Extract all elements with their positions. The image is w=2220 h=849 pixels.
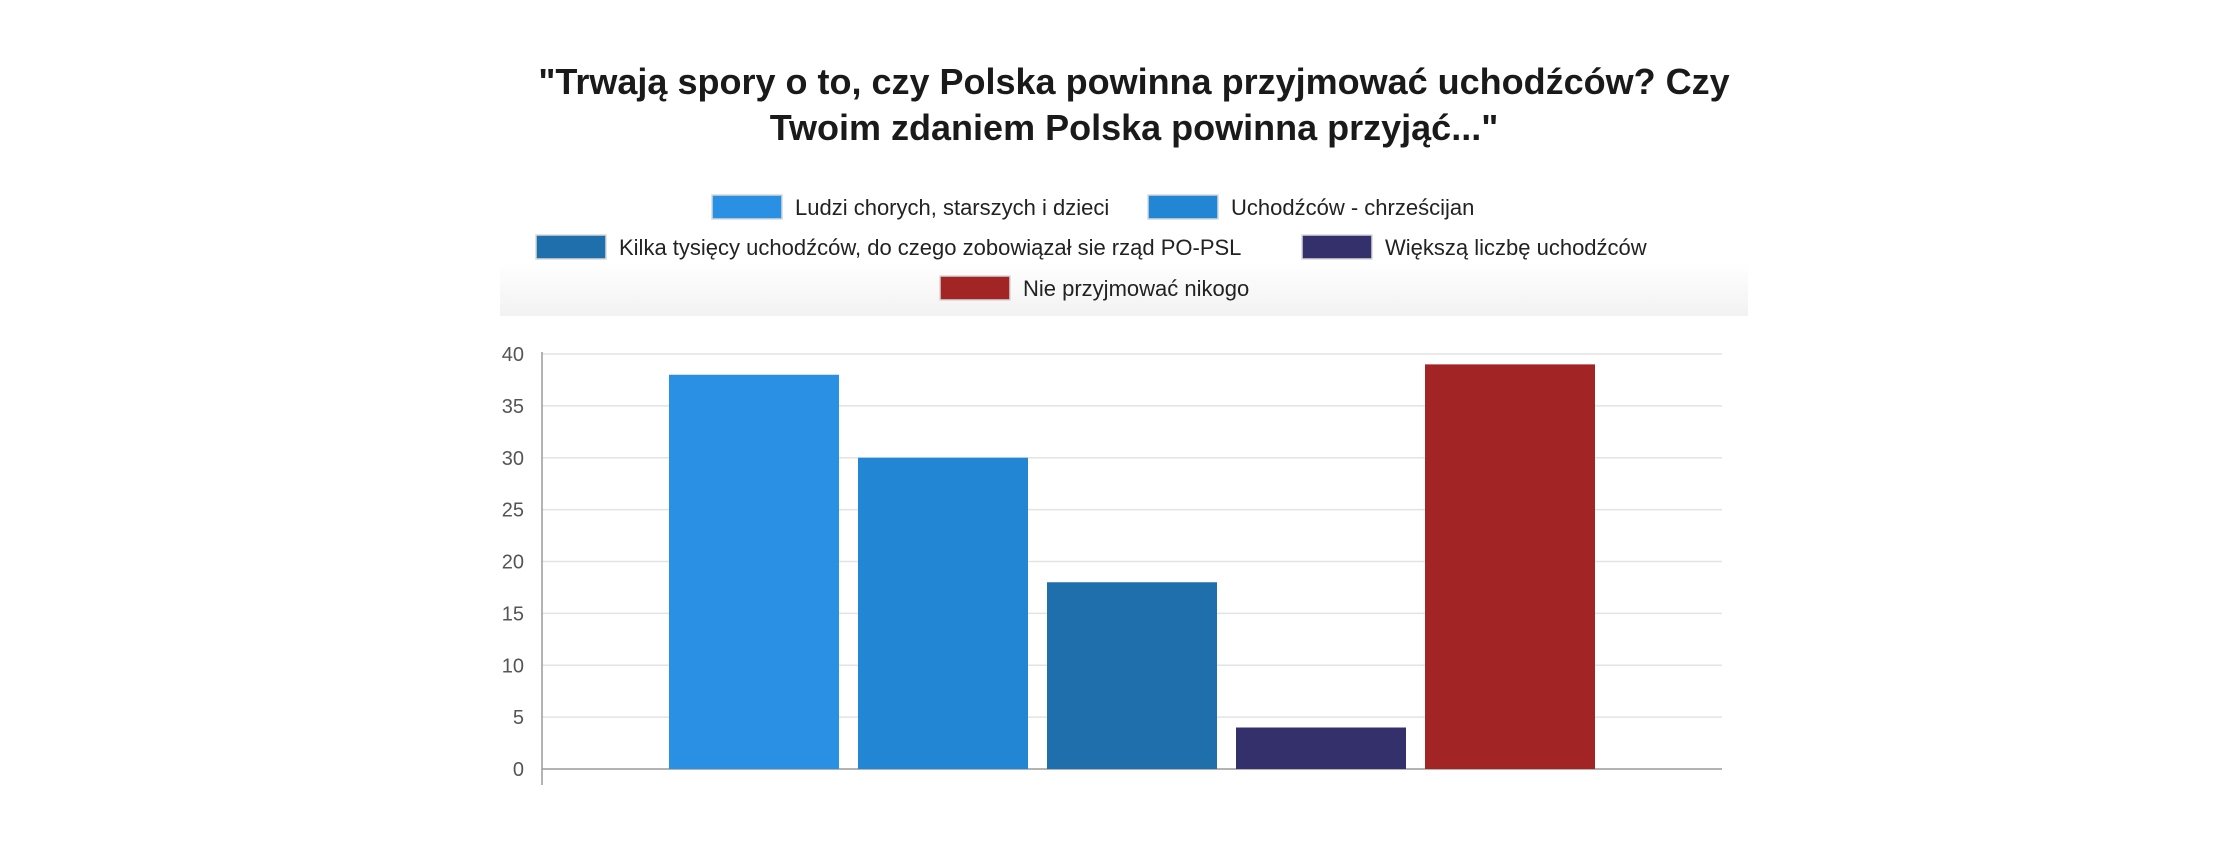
legend-item-4[interactable]: Większą liczbę uchodźców <box>1301 234 1647 260</box>
y-tick-label: 15 <box>502 603 524 625</box>
legend-label: Uchodźców - chrześcijan <box>1231 195 1474 220</box>
bar-2 <box>858 457 1028 769</box>
bar-1 <box>669 374 839 769</box>
legend-swatch <box>1301 234 1373 260</box>
legend-swatch <box>1147 194 1219 220</box>
legend-item-2[interactable]: Uchodźców - chrześcijan <box>1147 194 1474 220</box>
legend-item-3[interactable]: Kilka tysięcy uchodźców, do czego zobowi… <box>535 234 1241 260</box>
legend-background <box>500 262 1748 316</box>
legend-label: Ludzi chorych, starszych i dzieci <box>795 195 1109 220</box>
bar-3 <box>1047 582 1217 769</box>
legend-label: Większą liczbę uchodźców <box>1385 235 1647 260</box>
legend-label: Nie przyjmować nikogo <box>1023 276 1249 301</box>
y-tick-label: 5 <box>513 707 524 729</box>
legend-swatch <box>535 234 607 260</box>
chart-title-line-2: Twoim zdaniem Polska powinna przyjąć..." <box>770 107 1499 148</box>
y-tick-label: 40 <box>502 344 524 366</box>
legend-item-1[interactable]: Ludzi chorych, starszych i dzieci <box>711 194 1109 220</box>
y-tick-label: 10 <box>502 655 524 677</box>
y-tick-label: 30 <box>502 448 524 470</box>
chart-title-line-1: "Trwają spory o to, czy Polska powinna p… <box>538 61 1729 102</box>
legend: Ludzi chorych, starszych i dzieci Uchodźc… <box>535 194 1647 301</box>
legend-label: Kilka tysięcy uchodźców, do czego zobowi… <box>619 235 1241 260</box>
y-tick-label: 25 <box>502 500 524 522</box>
legend-swatch <box>939 275 1011 301</box>
legend-swatch <box>711 194 783 220</box>
legend-item-5[interactable]: Nie przyjmować nikogo <box>939 275 1249 301</box>
bar-5 <box>1425 364 1595 769</box>
chart-title: "Trwają spory o to, czy Polska powinna p… <box>538 61 1729 148</box>
bars <box>669 364 1595 769</box>
y-tick-label: 35 <box>502 396 524 418</box>
bar-4 <box>1236 727 1406 769</box>
y-tick-label: 20 <box>502 552 524 574</box>
y-tick-label: 0 <box>513 759 524 781</box>
